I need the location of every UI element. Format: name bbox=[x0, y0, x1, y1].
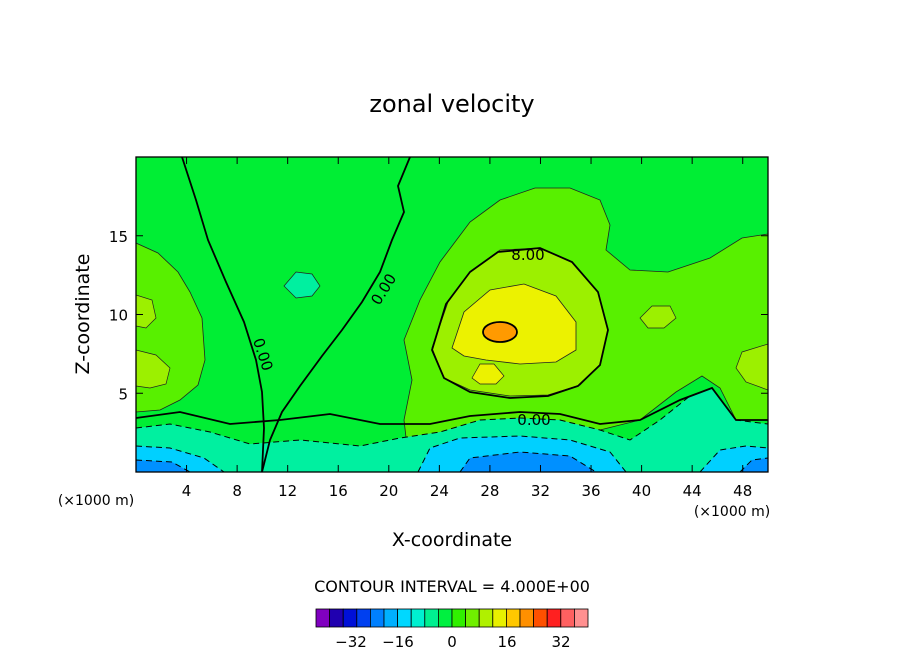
colorbar-swatch bbox=[356, 608, 371, 628]
colorbar-swatch bbox=[329, 608, 344, 628]
colorbar-swatch bbox=[315, 608, 331, 628]
colorbar-tick-label: 16 bbox=[497, 633, 516, 651]
colorbar-swatch bbox=[505, 608, 521, 628]
x-tick-label: 12 bbox=[278, 482, 297, 500]
colorbar-swatch bbox=[519, 608, 535, 628]
minimum-zone bbox=[136, 451, 768, 472]
y-tick-label: 5 bbox=[118, 385, 128, 403]
zero-contour-bottom bbox=[136, 386, 768, 425]
colorbar-swatch bbox=[342, 608, 358, 628]
x-tick-label: 8 bbox=[232, 482, 242, 500]
x-unit-left: (×1000 m) bbox=[58, 493, 134, 509]
x-tick-label: 4 bbox=[182, 482, 192, 500]
colorbar-swatch bbox=[451, 608, 467, 628]
colorbar bbox=[315, 608, 589, 628]
x-tick-label: 16 bbox=[329, 482, 348, 500]
colorbar-tick-label: −16 bbox=[382, 633, 414, 651]
contour-label-8: 8.00 bbox=[511, 246, 544, 264]
colorbar-swatch bbox=[424, 608, 439, 628]
contour-interval-text: CONTOUR INTERVAL = 4.000E+00 bbox=[314, 577, 590, 596]
negative-zone bbox=[136, 387, 768, 472]
colorbar-swatch bbox=[437, 608, 453, 628]
negative-zone-2 bbox=[136, 435, 768, 472]
x-tick-label: 32 bbox=[531, 482, 550, 500]
zero-contour-center bbox=[261, 157, 411, 472]
colorbar-ticks: −32 −16 0 16 32 bbox=[335, 633, 570, 651]
peak-zone bbox=[482, 321, 518, 343]
x-axis-label: X-coordinate bbox=[392, 529, 512, 551]
positive-cell-right bbox=[639, 305, 768, 391]
small-negative-cell bbox=[283, 271, 321, 299]
colorbar-swatch bbox=[465, 608, 480, 628]
x-axis-ticks: 4 8 12 16 20 24 28 32 36 40 44 48 bbox=[182, 157, 752, 500]
y-tick-label: 15 bbox=[109, 228, 128, 246]
positive-zone-left-inner bbox=[136, 294, 171, 389]
colorbar-swatch bbox=[492, 608, 507, 628]
colorbar-tick-label: 0 bbox=[447, 633, 457, 651]
chart-title: zonal velocity bbox=[369, 90, 534, 118]
colorbar-swatch bbox=[397, 608, 412, 628]
maximum-zone bbox=[451, 283, 577, 365]
x-tick-label: 20 bbox=[379, 482, 398, 500]
y-tick-label: 10 bbox=[109, 307, 128, 325]
y-axis-ticks: 5 10 15 bbox=[109, 228, 768, 403]
x-unit-right: (×1000 m) bbox=[694, 504, 770, 520]
colorbar-swatch bbox=[410, 608, 426, 628]
colorbar-swatch bbox=[533, 608, 548, 628]
maximum-zone-small bbox=[471, 363, 505, 385]
colorbar-swatch bbox=[369, 608, 385, 628]
zero-contour-left bbox=[181, 157, 265, 472]
contour-label-0-bottom: 0.00 bbox=[517, 411, 550, 429]
colorbar-swatch bbox=[560, 608, 575, 628]
colorbar-swatch bbox=[478, 608, 494, 628]
x-tick-label: 48 bbox=[733, 482, 752, 500]
contour-field bbox=[136, 157, 768, 472]
x-tick-label: 40 bbox=[632, 482, 651, 500]
colorbar-swatch bbox=[574, 608, 589, 628]
x-tick-label: 44 bbox=[683, 482, 702, 500]
x-tick-label: 28 bbox=[480, 482, 499, 500]
y-axis-label: Z-coordinate bbox=[72, 254, 94, 375]
x-tick-label: 36 bbox=[581, 482, 600, 500]
colorbar-tick-label: −32 bbox=[335, 633, 367, 651]
colorbar-swatch bbox=[383, 608, 399, 628]
colorbar-swatch bbox=[546, 608, 562, 628]
eight-contour bbox=[431, 247, 609, 399]
colorbar-tick-label: 32 bbox=[551, 633, 570, 651]
x-tick-label: 24 bbox=[430, 482, 449, 500]
